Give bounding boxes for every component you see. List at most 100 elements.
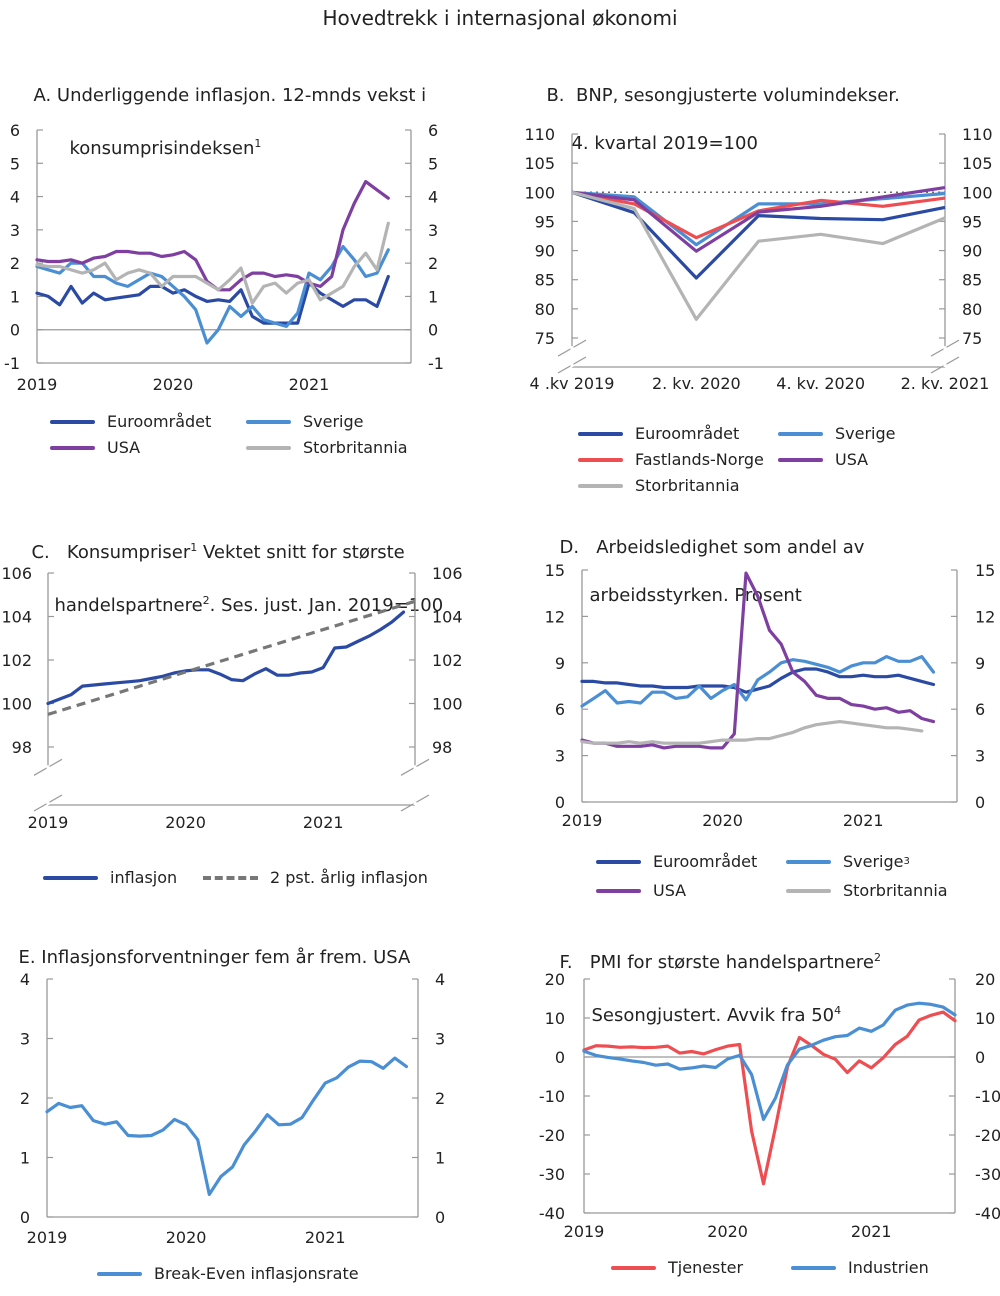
legend-swatch (596, 888, 641, 893)
legend-swatch (50, 419, 95, 424)
x-tick-label: 2021 (851, 1222, 892, 1241)
y-tick-label-right: 95 (962, 212, 982, 231)
x-tick-label: 2021 (289, 375, 330, 394)
legend-label: Sverige (303, 412, 364, 431)
legend-swatch (611, 1265, 656, 1270)
legend-swatch (246, 445, 291, 450)
x-tick-label: 2021 (303, 813, 344, 832)
y-tick-label-right: 80 (962, 300, 982, 319)
y-tick-label-left: 100 (1, 695, 32, 714)
y-tick-label-left: 102 (1, 651, 32, 670)
legend-swatch (786, 859, 831, 864)
series-line-storbritannia (580, 719, 924, 745)
chart-e-title: E. Inflasjonsforventninger fem år frem. … (7, 922, 410, 970)
y-tick-label-left: 0 (10, 321, 20, 340)
legend-label: Sverige (835, 424, 896, 443)
y-tick-label-right: 3 (435, 1030, 445, 1049)
y-tick-label-left: -10 (539, 1087, 565, 1106)
x-tick-label: 2020 (166, 1228, 207, 1247)
y-tick-label-left: 98 (12, 738, 32, 757)
legend-swatch (578, 431, 623, 436)
series-line-inflasjon (46, 610, 406, 706)
series-line-euroomr-det (571, 190, 946, 280)
page-title: Hovedtrekk i internasjonal økonomi (322, 6, 678, 30)
x-tick-label: 2019 (564, 1222, 605, 1241)
legend-label: Euroområdet (107, 412, 212, 431)
series-line-storbritannia (571, 190, 946, 321)
y-tick-label-right: 4 (428, 188, 438, 207)
chart-c-footnote-1: 1 (190, 541, 198, 554)
x-tick-label: 2021 (305, 1228, 346, 1247)
y-tick-label-right: 9 (975, 654, 985, 673)
legend-swatch (50, 445, 95, 450)
chart-a-footnote: 1 (254, 137, 262, 150)
y-tick-label-right: 100 (962, 183, 993, 202)
y-tick-label-left: 12 (545, 607, 565, 626)
x-tick-label: 2019 (28, 813, 69, 832)
legend-label: USA (653, 881, 687, 900)
y-tick-label-right: 4 (435, 970, 445, 989)
legend-swatch (791, 1265, 836, 1270)
legend-label: Storbritannia (635, 476, 740, 495)
legend-swatch (786, 888, 831, 893)
legend-swatch (596, 859, 641, 864)
y-tick-label-right: 90 (962, 242, 982, 261)
y-tick-label-left: 100 (524, 183, 555, 202)
y-tick-label-right: 3 (975, 747, 985, 766)
x-tick-label: 2019 (562, 811, 603, 830)
legend-label: Industrien (848, 1258, 929, 1277)
y-tick-label-left: 106 (1, 564, 32, 583)
y-tick-label-right: 6 (428, 121, 438, 140)
chart-d-title-line1: D. Arbeidsledighet som andel av (559, 537, 865, 558)
y-tick-label-left: 4 (20, 970, 30, 989)
legend-item-usa: USA (596, 881, 686, 900)
y-tick-label-right: 106 (432, 564, 463, 583)
x-tick-label: 4 .kv 2019 (530, 374, 615, 393)
y-tick-label-left: -30 (539, 1165, 565, 1184)
legend-item-norge: Fastlands-Norge (578, 450, 764, 469)
y-tick-label-right: 102 (432, 651, 463, 670)
y-tick-label-right: 12 (975, 607, 995, 626)
chart-c-title-line2b: . Ses. just. Jan. 2019=100 (209, 595, 444, 616)
y-tick-label-left: 75 (535, 329, 555, 348)
y-tick-label-right: 2 (435, 1089, 445, 1108)
chart-c-title: C. Konsumpriser1 Vektet snitt for størst… (20, 512, 443, 618)
y-tick-label-right: 110 (962, 125, 993, 144)
series-line-sverige (580, 654, 936, 708)
chart-a-title: A. Underliggende inflasjon. 12-mnds veks… (22, 60, 426, 161)
y-tick-label-left: 85 (535, 271, 555, 290)
legend-swatch-dashed (203, 875, 258, 880)
legend-item-usa: USA (50, 438, 140, 457)
chart-c-title-line2a: handelspartnere (54, 595, 203, 616)
legend-item-sverige: Sverige (778, 424, 896, 443)
y-tick-label-left: 9 (555, 654, 565, 673)
y-tick-label-left: 110 (524, 125, 555, 144)
legend-item-euro: Euroområdet (596, 852, 757, 871)
chart-f-title-line1: F. PMI for største handelspartnere (559, 952, 874, 973)
y-tick-label-right: 3 (428, 221, 438, 240)
legend-swatch (778, 431, 823, 436)
legend-swatch (43, 875, 98, 880)
y-tick-label-left: 6 (10, 121, 20, 140)
chart-a-title-line1: A. Underliggende inflasjon. 12-mnds veks… (33, 85, 427, 106)
legend-swatch (578, 483, 623, 488)
chart-f-title-line2: Sesongjustert. Avvik fra 50 (591, 1005, 835, 1026)
series-line-2-pst-rlig-inflasjon (47, 599, 416, 716)
x-tick-label: 2. kv. 2021 (901, 374, 990, 393)
y-tick-label-left: 3 (20, 1030, 30, 1049)
legend-swatch (246, 419, 291, 424)
chart-c-title-line1a: C. Konsumpriser (31, 542, 191, 563)
legend-item-inflasjon: inflasjon (43, 868, 177, 887)
legend-label: 2 pst. årlig inflasjon (270, 868, 428, 887)
y-tick-label-left: 2 (20, 1089, 30, 1108)
y-tick-label-right: 5 (428, 154, 438, 173)
y-tick-label-right: -10 (975, 1087, 1000, 1106)
axis-gap (570, 346, 574, 367)
y-tick-label-left: 2 (10, 254, 20, 273)
chart-f-title: F. PMI for største handelspartnere2 Seso… (548, 922, 881, 1028)
chart-b-title-line2: 4. kvartal 2019=100 (571, 133, 758, 154)
y-tick-label-left: 1 (20, 1149, 30, 1168)
x-tick-label: 2020 (707, 1222, 748, 1241)
x-tick-label: 2019 (17, 375, 58, 394)
y-tick-label-left: 5 (10, 154, 20, 173)
